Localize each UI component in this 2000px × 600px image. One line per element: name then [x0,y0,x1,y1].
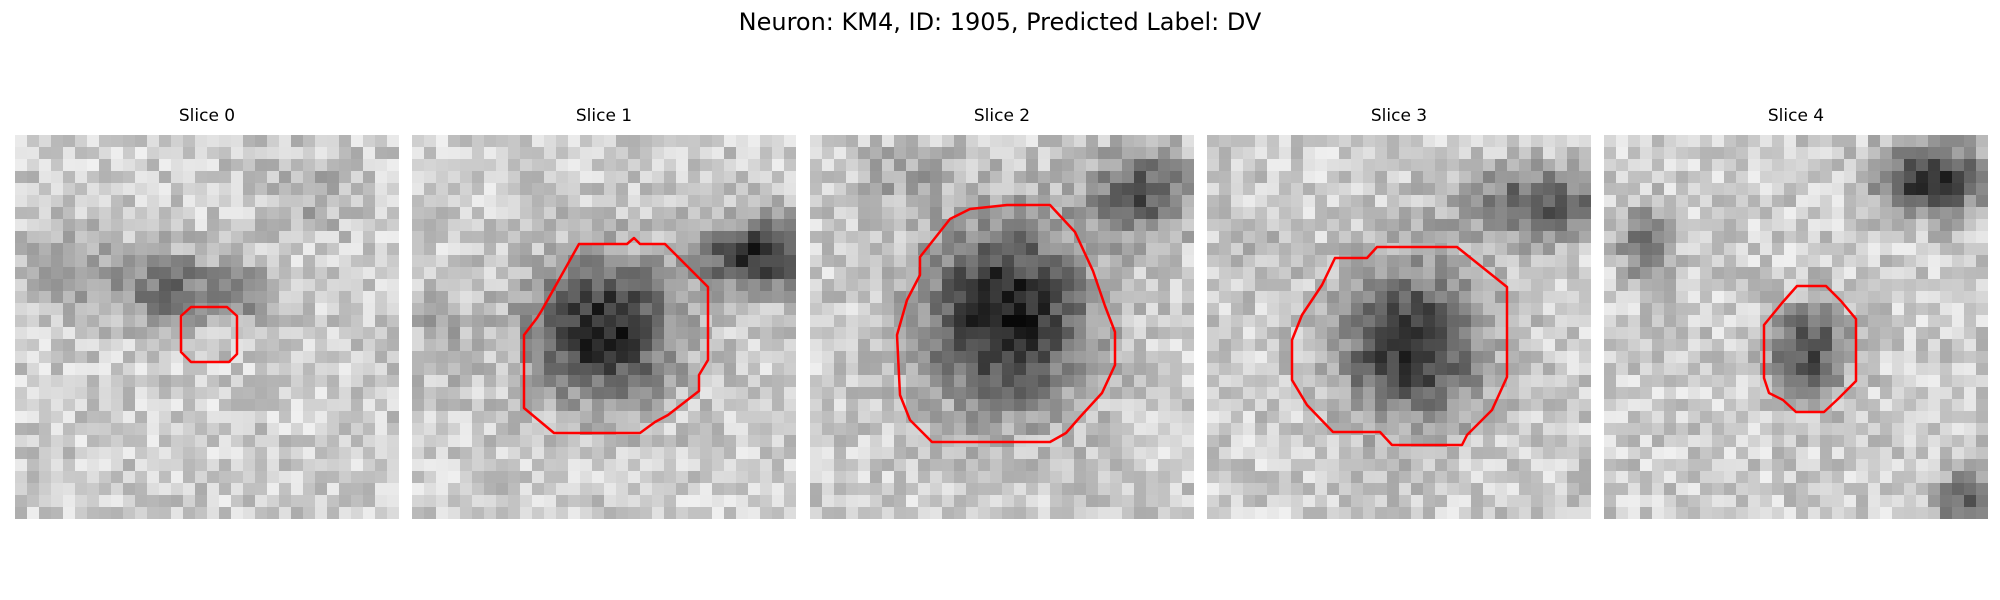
panel-title: Slice 0 [15,106,399,126]
slice-image [15,135,399,519]
panel-slice-3: Slice 3 [1207,106,1591,516]
panel-slice-4: Slice 4 [1604,106,1988,516]
pixel-grid [810,135,1194,519]
slice-image [810,135,1194,519]
slice-image [412,135,796,519]
slice-image [1207,135,1591,519]
panel-slice-1: Slice 1 [412,106,796,516]
panel-title: Slice 4 [1604,106,1988,126]
pixel-grid [1207,135,1591,519]
pixel-grid [412,135,796,519]
panel-title: Slice 1 [412,106,796,126]
panel-title: Slice 3 [1207,106,1591,126]
pixel-grid [1604,135,1988,519]
pixel-grid [15,135,399,519]
slice-image [1604,135,1988,519]
panel-slice-0: Slice 0 [15,106,399,516]
figure-title: Neuron: KM4, ID: 1905, Predicted Label: … [0,8,2000,36]
panel-slice-2: Slice 2 [810,106,1194,516]
panel-title: Slice 2 [810,106,1194,126]
